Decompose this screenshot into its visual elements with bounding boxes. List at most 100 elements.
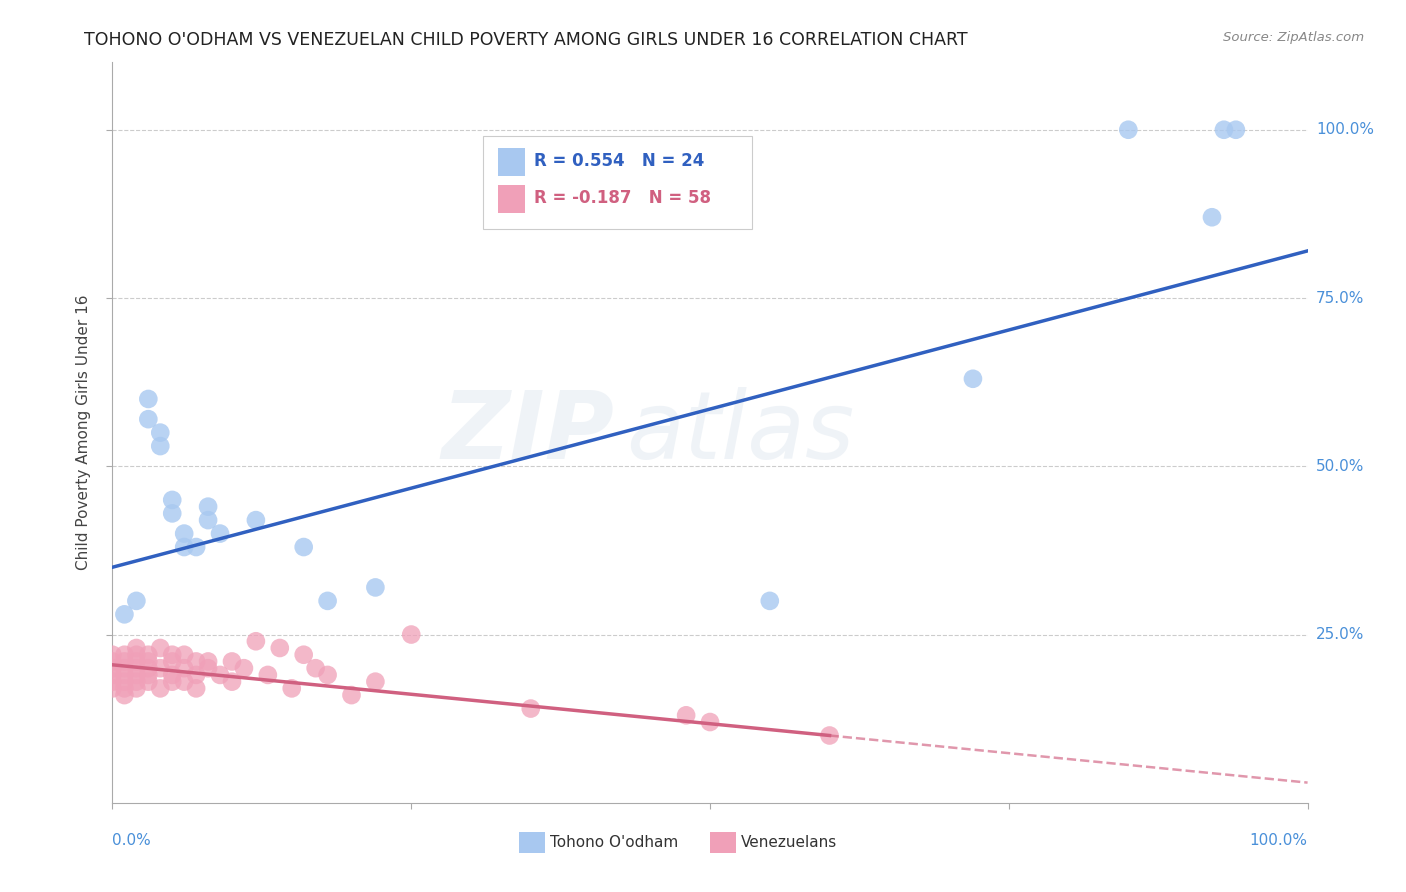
Point	[173, 661, 195, 675]
Y-axis label: Child Poverty Among Girls Under 16: Child Poverty Among Girls Under 16	[76, 295, 91, 570]
Point	[125, 674, 148, 689]
Point	[221, 655, 243, 669]
Point	[281, 681, 304, 696]
Text: R = 0.554   N = 24: R = 0.554 N = 24	[534, 152, 704, 169]
Point	[269, 640, 291, 655]
Point	[101, 655, 124, 669]
Point	[699, 714, 721, 729]
Point	[138, 392, 160, 406]
Text: 25.0%: 25.0%	[1316, 627, 1364, 642]
Text: TOHONO O'ODHAM VS VENEZUELAN CHILD POVERTY AMONG GIRLS UNDER 16 CORRELATION CHAR: TOHONO O'ODHAM VS VENEZUELAN CHILD POVER…	[84, 31, 967, 49]
Point	[962, 372, 984, 386]
Point	[245, 513, 267, 527]
Point	[114, 607, 135, 622]
Bar	[710, 832, 737, 853]
Bar	[519, 832, 546, 853]
Point	[125, 661, 148, 675]
Text: atlas: atlas	[627, 387, 855, 478]
Point	[149, 425, 172, 440]
Point	[125, 648, 148, 662]
Point	[173, 674, 195, 689]
Text: 0.0%: 0.0%	[112, 833, 152, 848]
Point	[520, 701, 543, 715]
Point	[149, 681, 172, 696]
FancyBboxPatch shape	[484, 136, 752, 229]
Point	[162, 507, 183, 521]
Point	[173, 648, 195, 662]
Bar	[499, 185, 524, 212]
Point	[114, 661, 135, 675]
Point	[305, 661, 328, 675]
Text: R = -0.187   N = 58: R = -0.187 N = 58	[534, 189, 711, 207]
Point	[101, 668, 124, 682]
Point	[186, 540, 208, 554]
Point	[125, 681, 148, 696]
Point	[138, 648, 160, 662]
Point	[162, 668, 183, 682]
Point	[257, 668, 280, 682]
Point	[340, 688, 363, 702]
Point	[125, 594, 148, 608]
Point	[101, 648, 124, 662]
Bar	[499, 147, 524, 176]
Point	[221, 674, 243, 689]
Point	[162, 655, 183, 669]
Point	[364, 581, 387, 595]
Point	[292, 648, 315, 662]
Point	[114, 668, 135, 682]
Text: 100.0%: 100.0%	[1316, 122, 1374, 137]
Point	[138, 674, 160, 689]
Point	[149, 640, 172, 655]
Point	[173, 526, 195, 541]
Text: Venezuelans: Venezuelans	[741, 835, 838, 850]
Point	[162, 648, 183, 662]
Point	[1118, 122, 1140, 136]
Text: 75.0%: 75.0%	[1316, 291, 1364, 305]
Point	[125, 668, 148, 682]
Point	[125, 655, 148, 669]
Point	[1225, 122, 1247, 136]
Point	[364, 674, 387, 689]
Point	[101, 681, 124, 696]
Point	[1213, 122, 1236, 136]
Point	[125, 640, 148, 655]
Point	[197, 655, 219, 669]
Text: ZIP: ZIP	[441, 386, 614, 479]
Point	[1201, 211, 1223, 225]
Point	[138, 668, 160, 682]
Text: 100.0%: 100.0%	[1250, 833, 1308, 848]
Point	[186, 655, 208, 669]
Point	[759, 594, 782, 608]
Point	[114, 688, 135, 702]
Point	[197, 661, 219, 675]
Point	[114, 681, 135, 696]
Point	[197, 513, 219, 527]
Point	[114, 655, 135, 669]
Text: Source: ZipAtlas.com: Source: ZipAtlas.com	[1223, 31, 1364, 45]
Point	[197, 500, 219, 514]
Point	[114, 648, 135, 662]
Point	[818, 729, 841, 743]
Point	[101, 661, 124, 675]
Point	[186, 681, 208, 696]
Point	[292, 540, 315, 554]
Point	[138, 655, 160, 669]
Point	[138, 412, 160, 426]
Point	[316, 668, 339, 682]
Point	[162, 674, 183, 689]
Point	[209, 668, 232, 682]
Point	[149, 439, 172, 453]
Point	[209, 526, 232, 541]
Text: Tohono O'odham: Tohono O'odham	[550, 835, 678, 850]
Point	[173, 540, 195, 554]
Text: 50.0%: 50.0%	[1316, 458, 1364, 474]
Point	[186, 668, 208, 682]
Point	[316, 594, 339, 608]
Point	[245, 634, 267, 648]
Point	[114, 674, 135, 689]
Point	[101, 674, 124, 689]
Point	[149, 661, 172, 675]
Point	[138, 661, 160, 675]
Point	[233, 661, 256, 675]
Point	[675, 708, 697, 723]
